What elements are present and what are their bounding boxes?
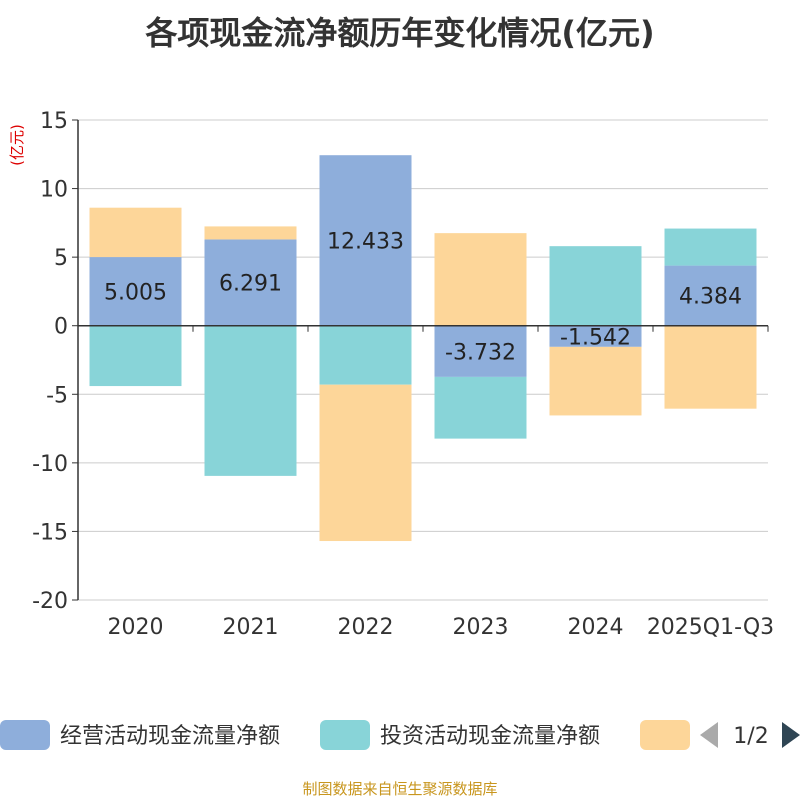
y-unit-label: (亿元) bbox=[8, 124, 26, 166]
data-label: 5.005 bbox=[104, 280, 167, 305]
pager-prev-icon[interactable] bbox=[700, 722, 718, 748]
bar-financing bbox=[89, 207, 182, 258]
pager-next-icon[interactable] bbox=[782, 722, 800, 748]
bar-financing bbox=[434, 233, 527, 326]
bar-operating bbox=[434, 325, 527, 377]
legend-label-investing: 投资活动现金流量净额 bbox=[380, 724, 600, 749]
x-tick-label: 2025Q1-Q3 bbox=[647, 615, 774, 640]
bar-investing bbox=[89, 325, 182, 387]
y-tick-label: 0 bbox=[54, 315, 68, 340]
y-tick-label: 5 bbox=[54, 246, 68, 271]
legend-swatch-investing bbox=[320, 720, 370, 750]
x-tick-label: 2022 bbox=[338, 615, 394, 640]
data-label: 4.384 bbox=[679, 285, 742, 310]
data-label: -1.542 bbox=[560, 325, 631, 350]
bar-financing bbox=[549, 346, 642, 416]
data-label: 6.291 bbox=[219, 272, 282, 297]
y-tick-label: 10 bbox=[40, 178, 68, 203]
y-tick-label: -10 bbox=[32, 452, 68, 477]
legend-swatch-financing bbox=[640, 720, 690, 750]
y-tick-label: -20 bbox=[32, 589, 68, 614]
y-tick-label: 15 bbox=[40, 109, 68, 134]
y-tick-label: -15 bbox=[32, 520, 68, 545]
bar-investing bbox=[319, 325, 412, 385]
bar-investing bbox=[549, 246, 642, 326]
bar-operating bbox=[89, 257, 182, 326]
data-label: 12.433 bbox=[327, 229, 404, 254]
legend-swatch-operating bbox=[0, 720, 50, 750]
bar-operating bbox=[664, 265, 757, 326]
bar-investing bbox=[434, 376, 527, 439]
chart-title: 各项现金流净额历年变化情况(亿元) bbox=[145, 14, 655, 52]
legend-label-operating: 经营活动现金流量净额 bbox=[60, 724, 280, 749]
bar-operating bbox=[319, 155, 412, 326]
y-tick-label: -5 bbox=[46, 383, 68, 408]
bar-operating bbox=[204, 239, 297, 326]
bar-financing bbox=[204, 226, 297, 240]
bar-financing bbox=[319, 384, 412, 542]
x-tick-label: 2023 bbox=[453, 615, 509, 640]
x-tick-label: 2024 bbox=[568, 615, 624, 640]
pager-text: 1/2 bbox=[733, 724, 768, 749]
x-tick-label: 2021 bbox=[223, 615, 279, 640]
bar-investing bbox=[664, 228, 757, 266]
bar-operating bbox=[549, 325, 642, 347]
bar-financing bbox=[664, 325, 757, 409]
x-tick-label: 2020 bbox=[108, 615, 164, 640]
bar-investing bbox=[204, 325, 297, 476]
data-label: -3.732 bbox=[445, 340, 516, 365]
source-note: 制图数据来自恒生聚源数据库 bbox=[302, 780, 498, 798]
